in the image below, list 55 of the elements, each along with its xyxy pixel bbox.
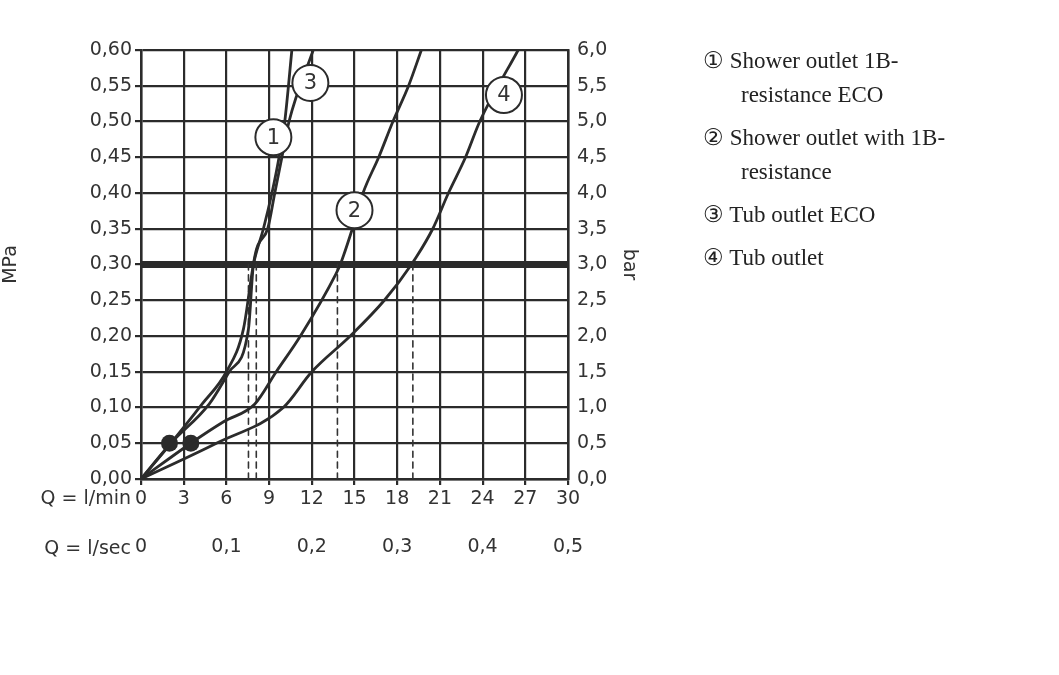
- y2-tick-label: 4,0: [577, 179, 608, 202]
- text: ② Shower outlet with 1B-resistance: [703, 124, 947, 186]
- y-tick-label: 0,50: [89, 108, 132, 131]
- y2-tick-label: 0,0: [577, 465, 608, 488]
- y-tick-label: 0,40: [89, 179, 132, 202]
- y-tick-label: 0,55: [89, 72, 132, 95]
- y-tick-label: 0,20: [89, 322, 132, 345]
- y2-tick-label: 3,0: [577, 251, 608, 274]
- y2-tick-label: 5,5: [577, 72, 608, 95]
- x-axis-title: Q = l/min: [40, 485, 131, 508]
- y-tick-label: 0,10: [89, 394, 132, 417]
- y2-tick-label: 5,0: [577, 108, 608, 131]
- x2-tick-label: 0: [134, 534, 148, 557]
- x-tick-label: 12: [299, 486, 324, 509]
- x2-tick-label: 0,2: [296, 534, 327, 557]
- x2-tick-label: 0,3: [382, 534, 413, 557]
- x2-tick-label: 0,5: [552, 534, 584, 557]
- x-tick-label: 24: [470, 486, 495, 509]
- y2-tick-label: 2,5: [577, 287, 608, 310]
- x-tick-label: 15: [342, 486, 367, 509]
- y-tick-label: 0,00: [89, 465, 132, 488]
- x-tick-label: 3: [177, 486, 190, 509]
- x-tick-label: 27: [513, 486, 538, 509]
- annotation: 2: [347, 197, 362, 222]
- x2-axis-title: Q = l/sec: [44, 535, 131, 558]
- x-tick-label: 21: [427, 486, 452, 509]
- y-tick-label: 0,35: [89, 215, 132, 238]
- y-tick-label: 0,30: [89, 251, 132, 274]
- x-tick-label: 30: [555, 486, 581, 509]
- x2-tick-label: 0,4: [467, 534, 498, 557]
- y-tick-label: 0,05: [89, 430, 132, 453]
- y-tick-label: 0,45: [89, 144, 132, 167]
- x-tick-label: 6: [220, 486, 233, 509]
- y2-tick-label: 3,5: [577, 215, 608, 238]
- y2-axis-title: bar: [619, 248, 642, 281]
- text: ③ Tub outlet ECO: [703, 201, 877, 229]
- annotation: 1: [266, 124, 281, 149]
- text: ④ Tub outlet: [703, 244, 825, 272]
- annotation: 4: [497, 82, 511, 107]
- text: ① Shower outlet 1B-resistance ECO: [703, 47, 900, 109]
- y2-tick-label: 1,0: [577, 394, 608, 417]
- x2-tick-label: 0,1: [211, 534, 242, 557]
- y-tick-label: 0,25: [89, 287, 132, 310]
- y2-tick-label: 0,5: [577, 430, 608, 453]
- annotation: 3: [303, 70, 318, 95]
- x-tick-label: 9: [263, 486, 276, 509]
- y2-tick-label: 1,5: [577, 358, 608, 381]
- y2-tick-label: 4,5: [577, 144, 608, 167]
- x-tick-label: 0: [134, 486, 148, 509]
- y-tick-label: 0,15: [89, 358, 132, 381]
- y-tick-label: 0,60: [89, 36, 132, 59]
- y2-tick-label: 6,0: [577, 36, 608, 59]
- x-tick-label: 18: [385, 486, 410, 509]
- y2-tick-label: 2,0: [577, 322, 608, 345]
- y-axis-title: MPa: [0, 245, 21, 284]
